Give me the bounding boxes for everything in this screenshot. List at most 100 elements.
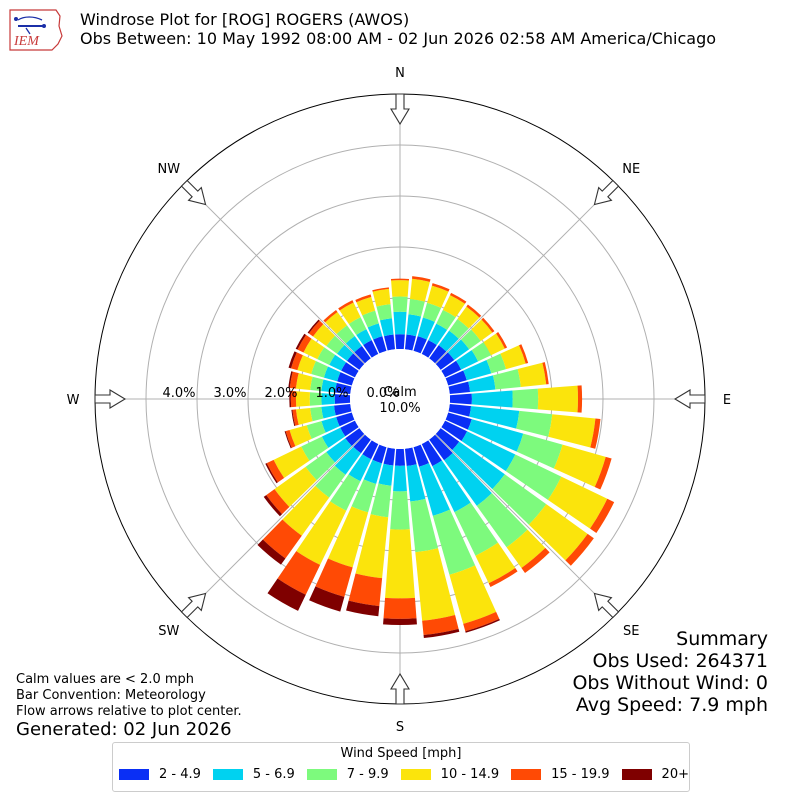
bar-segment-10-bin0 [404,334,417,351]
bar-segment-240-bin5 [265,463,278,484]
legend-title: Wind Speed [mph] [340,746,462,761]
bar-segment-240-bin0 [340,420,359,437]
bar-segment-30-bin3 [442,295,465,318]
bar-segment-180-bin4 [383,597,417,619]
direction-arrow-SE [593,592,620,619]
bar-segment-100-bin0 [448,403,472,417]
bar-segment-140-bin2 [476,493,528,548]
bar-segment-180-bin5 [383,618,417,625]
legend-swatch [511,769,542,780]
bar-segment-220-bin2 [315,465,346,498]
bar-segment-200-bin2 [351,479,377,513]
bar-segment-10-bin2 [408,299,425,317]
bar-segment-140-bin0 [429,434,453,461]
svg-text:IEM: IEM [13,34,40,49]
calm-value: 10.0% [379,401,420,416]
bar-segment-160-bin3 [449,565,497,624]
bar-segment-150-bin2 [454,502,499,556]
bar-segment-320-bin4 [323,309,338,323]
bar-segment-150-bin3 [475,542,516,584]
bar-segment-120-bin4 [590,498,615,533]
bar-segment-250-bin4 [285,430,296,448]
bar-segment-0-bin0 [395,334,405,350]
bar-segment-290-bin0 [337,372,355,386]
bar-segment-170-bin4 [422,614,459,635]
bar-segment-200-bin1 [363,459,382,484]
bar-segment-340-bin1 [367,323,383,340]
bar-segment-210-bin2 [330,474,361,511]
summary-heading: Summary [676,628,768,650]
legend-label: 2 - 4.9 [159,767,201,782]
bar-segment-320-bin3 [325,312,348,335]
bar-segment-20-bin0 [413,336,427,354]
direction-arrow-NW [180,179,207,206]
bar-segment-80-bin0 [448,381,471,395]
bar-segment-200-bin3 [328,506,369,568]
bar-segment-150-bin4 [488,567,518,587]
chart-header: Windrose Plot for [ROG] ROGERS (AWOS) Ob… [80,10,716,48]
calm-center [350,349,450,449]
bar-segment-130-bin0 [435,428,460,450]
bar-segment-180-bin0 [394,448,406,466]
bar-segment-280-bin5 [288,371,293,389]
bar-segment-220-bin0 [353,434,371,454]
bar-segment-30-bin4 [449,292,467,304]
bar-segment-160-bin2 [432,509,476,575]
bar-segment-110-bin0 [445,412,472,430]
bar-segment-50-bin0 [435,352,455,370]
bar-segment-260-bin2 [310,406,324,422]
bar-segment-190-bin2 [370,483,392,518]
legend-label: 10 - 14.9 [440,767,500,782]
bar-segment-250-bin0 [336,412,355,427]
bar-segment-180-bin1 [393,465,407,492]
bar-segment-0-bin3 [391,280,409,297]
bar-segment-60-bin3 [483,333,505,356]
bar-segment-150-bin1 [432,460,471,513]
bar-segment-210-bin5 [267,578,306,611]
avg-speed: Avg Speed: 7.9 mph [575,694,768,716]
bar-segment-190-bin3 [355,514,389,579]
bar-segment-20-bin4 [431,283,450,292]
direction-arrow-E [673,389,706,409]
bar-segment-230-bin5 [263,495,283,517]
bar-segment-340-bin2 [362,310,379,328]
grid-spoke-NE [435,182,617,364]
direction-label-SW: SW [158,624,179,639]
obs-without-wind: Obs Without Wind: 0 [572,672,768,694]
bar-segment-220-bin1 [334,446,362,475]
calm-note: Calm values are < 2.0 mph [16,672,195,687]
grid-spoke-SE [435,434,617,616]
bar-segment-100-bin4 [590,418,601,449]
bar-segment-110-bin3 [553,444,606,487]
bar-segment-170-bin2 [410,498,439,553]
chart-subtitle: Obs Between: 10 May 1992 08:00 AM - 02 J… [80,29,717,48]
direction-label-NE: NE [622,162,640,177]
legend-swatch [212,769,243,780]
bar-segment-10-bin4 [412,276,431,282]
bar-segment-270-bin4 [290,390,297,408]
bar-segment-300-bin4 [297,334,312,353]
bar-segment-40-bin0 [429,345,447,364]
bar-segment-170-bin5 [423,628,460,639]
bar-segment-0-bin4 [390,278,410,281]
bar-segment-110-bin4 [594,456,612,490]
bar-segment-200-bin4 [315,558,353,597]
bar-segment-290-bin2 [311,361,328,378]
bar-segment-60-bin1 [456,350,479,370]
legend-swatch [621,769,652,780]
bar-segment-100-bin2 [516,410,553,437]
bar-segment-320-bin2 [336,325,355,344]
bar-segment-260-bin4 [292,409,299,426]
bar-segment-330-bin1 [356,329,372,346]
grid-spoke-SW [183,434,365,616]
bar-segment-110-bin1 [467,419,524,452]
bar-segment-40-bin1 [438,330,459,352]
bar-segment-330-bin0 [363,340,379,358]
bar-segment-80-bin1 [468,375,496,393]
bar-segment-70-bin1 [463,359,492,381]
radial-tick-label-0: 0.0% [366,386,399,401]
legend-swatch [400,769,431,780]
bar-segment-10-bin1 [406,314,422,337]
legend-swatch [119,769,149,780]
